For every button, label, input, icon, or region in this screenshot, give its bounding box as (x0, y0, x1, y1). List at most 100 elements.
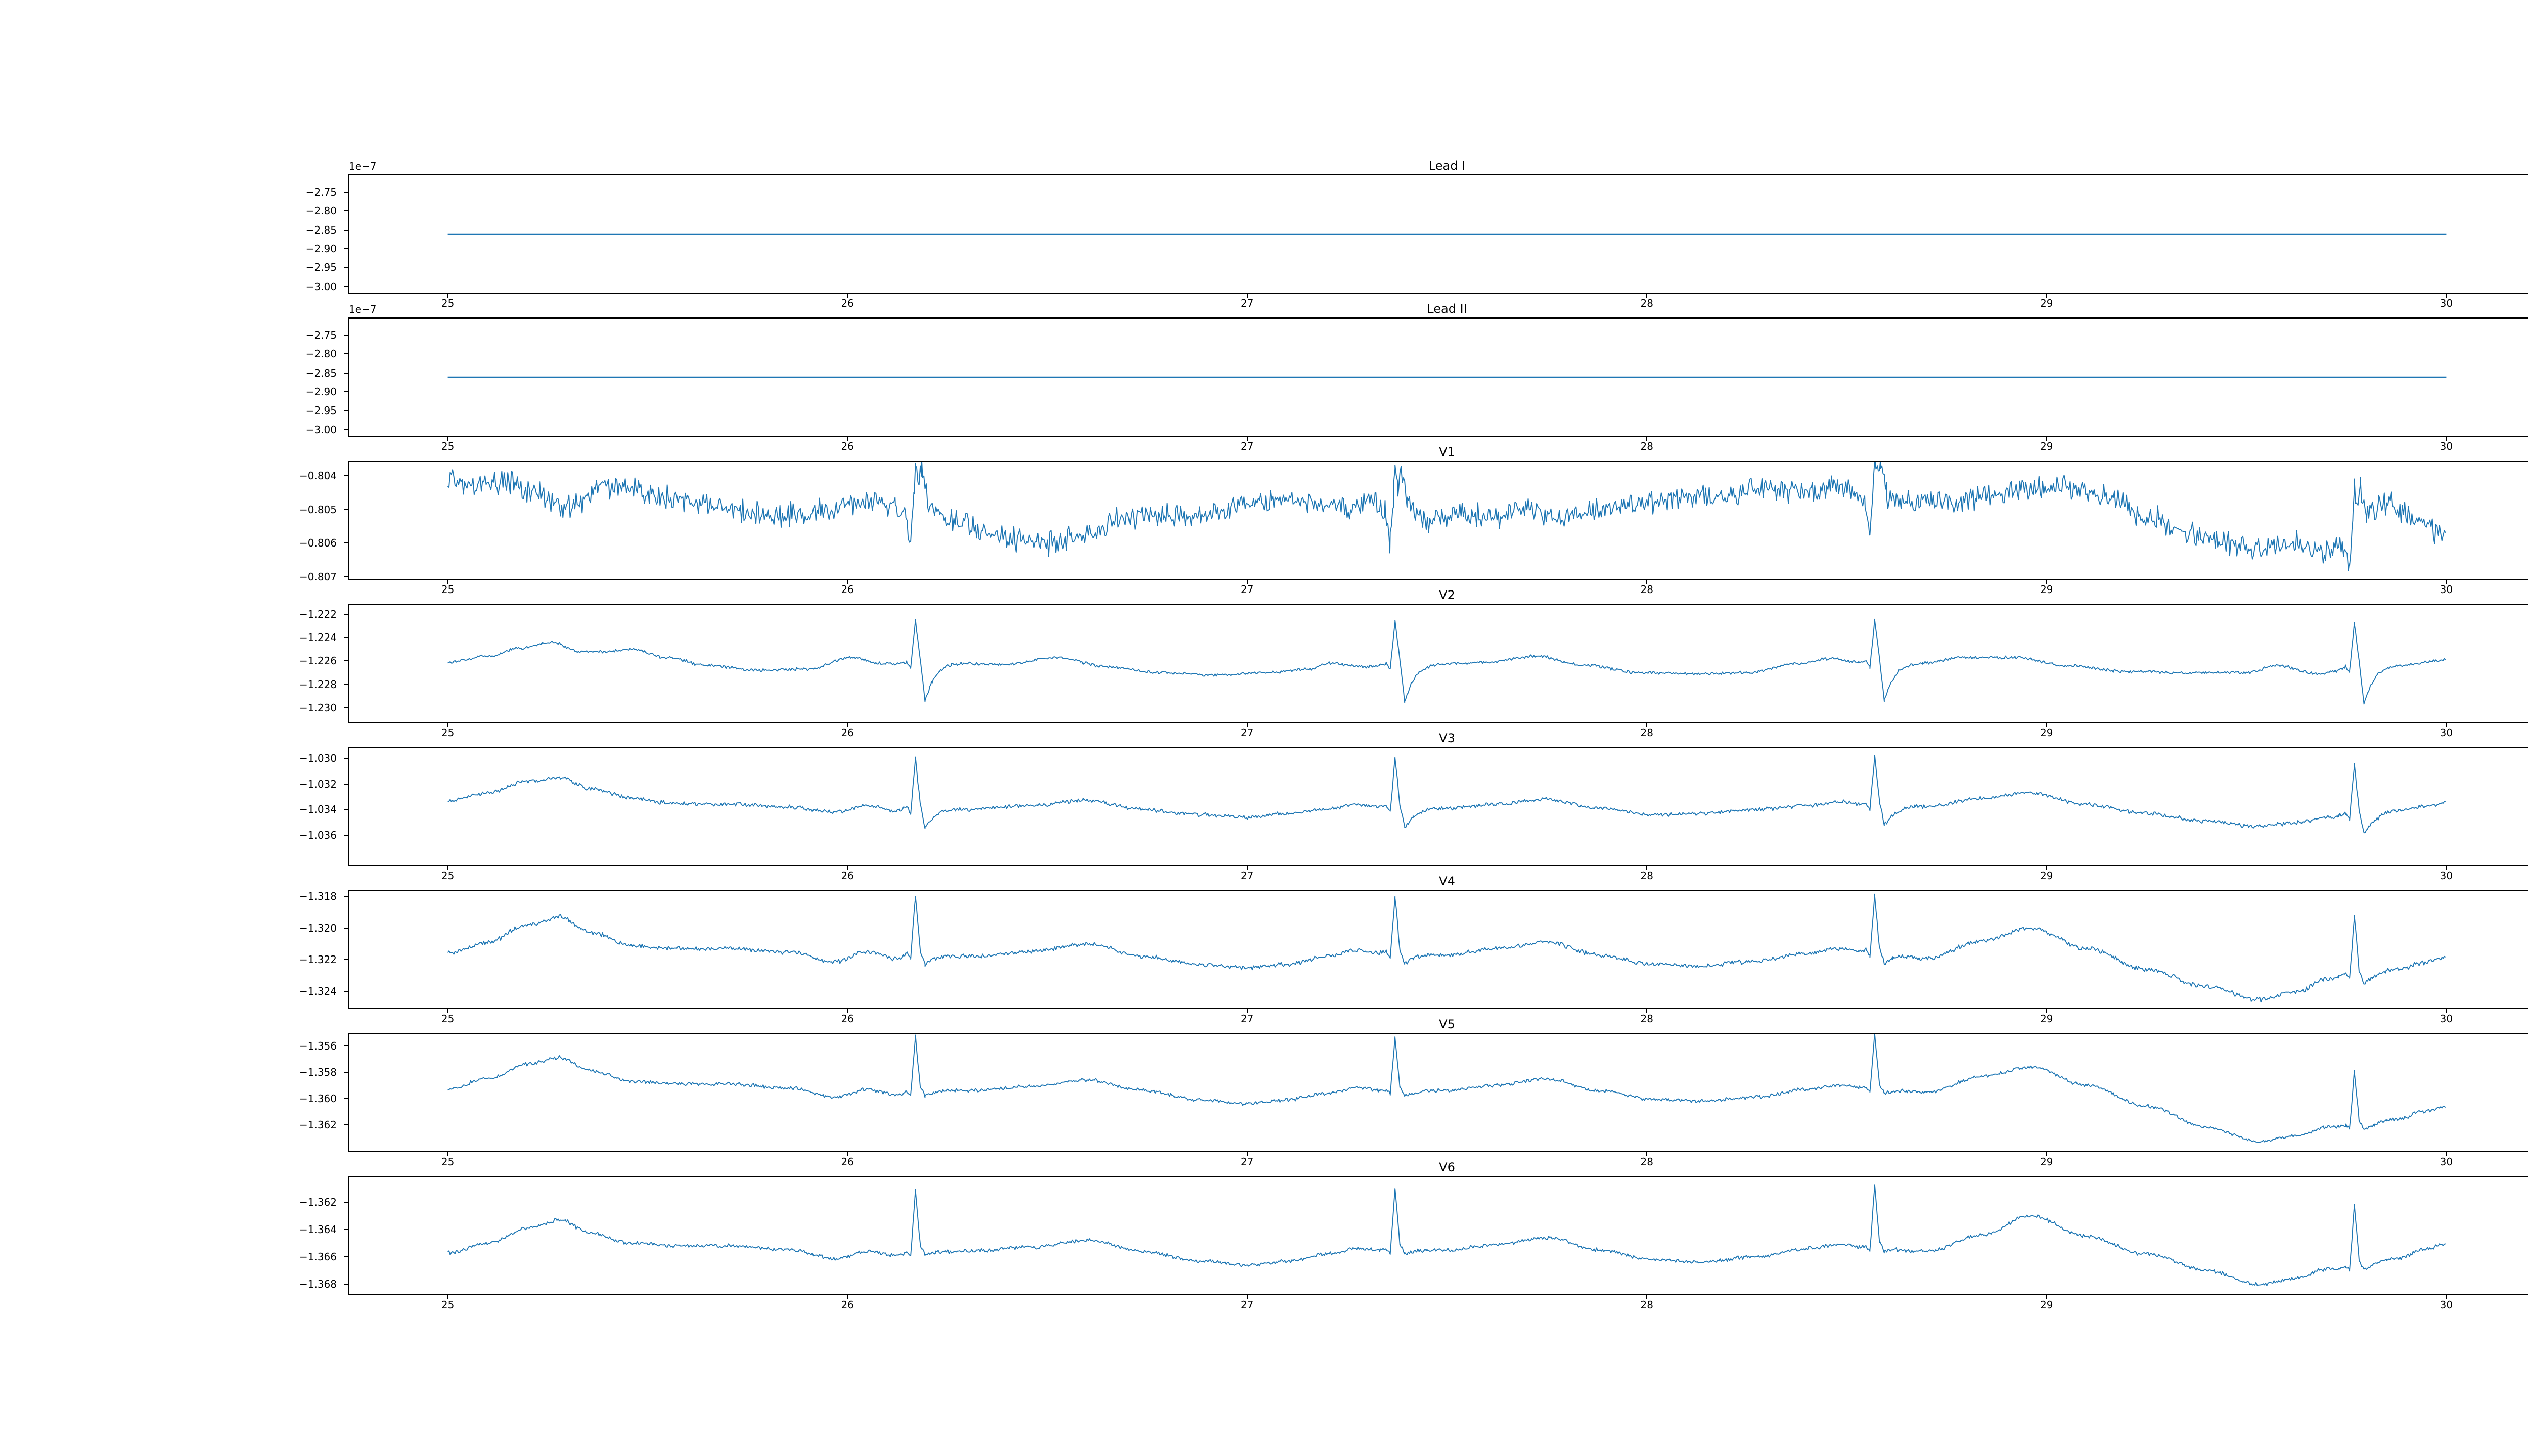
y-tick-label: −1.228 (299, 678, 337, 691)
x-tick-label: 26 (841, 726, 854, 739)
x-tick-mark (2446, 437, 2447, 441)
y-tick-label: −0.804 (299, 470, 337, 482)
x-tick-mark (847, 437, 848, 441)
x-tick-mark (1646, 723, 1648, 727)
axes-box (348, 747, 2528, 866)
x-tick-label: 26 (841, 1299, 854, 1311)
x-tick-mark (447, 1295, 448, 1299)
x-tick-label: 27 (1240, 297, 1254, 309)
y-tick-label: −1.224 (299, 631, 337, 644)
y-tick-mark (344, 707, 348, 708)
y-tick-label: −1.366 (299, 1251, 337, 1263)
y-tick-mark (344, 229, 348, 231)
x-tick-label: 28 (1640, 1299, 1653, 1311)
x-tick-label: 29 (2040, 1156, 2053, 1168)
x-tick-mark (447, 437, 448, 441)
y-tick-label: −1.320 (299, 922, 337, 934)
waveform-path (447, 1033, 2446, 1143)
y-tick-mark (344, 192, 348, 193)
x-tick-label: 25 (441, 583, 455, 596)
y-tick-mark (344, 576, 348, 577)
x-tick-label: 30 (2440, 870, 2453, 882)
x-tick-mark (847, 294, 848, 298)
y-tick-label: −1.318 (299, 890, 337, 902)
x-tick-label: 28 (1640, 1013, 1653, 1025)
y-tick-mark (344, 757, 348, 759)
x-tick-label: 29 (2040, 726, 2053, 739)
plot-area (447, 1033, 2446, 1143)
axes-box (348, 174, 2528, 294)
y-tick-mark (344, 1228, 348, 1230)
y-tick-mark (344, 895, 348, 897)
x-tick-label: 26 (841, 440, 854, 452)
x-tick-mark (2046, 1009, 2047, 1013)
y-tick-mark (344, 660, 348, 662)
y-tick-label: −1.362 (299, 1118, 337, 1131)
x-tick-mark (1646, 294, 1648, 298)
x-tick-label: 28 (1640, 440, 1653, 452)
y-tick-label: −2.85 (305, 223, 337, 236)
y-tick-mark (344, 1256, 348, 1258)
y-tick-label: −2.80 (305, 205, 337, 217)
x-tick-label: 25 (441, 440, 455, 452)
x-tick-label: 30 (2440, 1299, 2453, 1311)
x-tick-mark (2046, 866, 2047, 870)
x-tick-label: 27 (1240, 726, 1254, 739)
x-tick-mark (1646, 1295, 1648, 1299)
x-tick-label: 29 (2040, 870, 2053, 882)
x-tick-label: 26 (841, 870, 854, 882)
x-tick-label: 30 (2440, 583, 2453, 596)
x-tick-mark (1646, 1152, 1648, 1156)
x-tick-mark (447, 866, 448, 870)
x-tick-mark (1246, 580, 1248, 584)
y-tick-label: −1.036 (299, 829, 337, 842)
x-tick-label: 25 (441, 726, 455, 739)
x-tick-label: 28 (1640, 583, 1653, 596)
y-axis-offset-label: 1e−7 (349, 303, 377, 315)
y-tick-mark (344, 835, 348, 836)
y-tick-label: −1.222 (299, 608, 337, 620)
x-tick-mark (447, 723, 448, 727)
axes-box (348, 604, 2528, 723)
x-tick-label: 26 (841, 1013, 854, 1025)
y-tick-label: −2.95 (305, 404, 337, 417)
subplot-title: Lead II (1427, 302, 1467, 316)
x-tick-mark (1646, 580, 1648, 584)
x-tick-mark (847, 1152, 848, 1156)
x-tick-label: 30 (2440, 726, 2453, 739)
x-tick-mark (1246, 437, 1248, 441)
plot-area (447, 376, 2447, 378)
y-tick-mark (344, 783, 348, 785)
x-tick-label: 30 (2440, 440, 2453, 452)
y-tick-label: −3.00 (305, 423, 337, 436)
x-tick-mark (2446, 723, 2447, 727)
x-tick-label: 30 (2440, 1156, 2453, 1168)
y-tick-mark (344, 1284, 348, 1285)
y-tick-label: −1.226 (299, 655, 337, 667)
y-tick-mark (344, 542, 348, 544)
x-tick-mark (2446, 294, 2447, 298)
x-tick-label: 30 (2440, 1013, 2453, 1025)
x-tick-mark (847, 723, 848, 727)
x-tick-label: 29 (2040, 1299, 2053, 1311)
y-tick-mark (344, 809, 348, 810)
x-tick-mark (1646, 866, 1648, 870)
x-tick-mark (1646, 1009, 1648, 1013)
y-tick-label: −0.805 (299, 503, 337, 516)
waveform-path (447, 618, 2446, 705)
subplot-title: V4 (1439, 874, 1455, 888)
x-tick-label: 29 (2040, 1013, 2053, 1025)
y-tick-label: −2.95 (305, 261, 337, 274)
x-tick-label: 29 (2040, 583, 2053, 596)
y-tick-label: −1.032 (299, 778, 337, 790)
plot-area (447, 233, 2447, 235)
axes-box (348, 461, 2528, 580)
x-tick-mark (847, 1009, 848, 1013)
x-tick-label: 26 (841, 297, 854, 309)
plot-area (447, 1184, 2446, 1286)
y-tick-mark (344, 267, 348, 268)
plot-area (447, 461, 2446, 571)
y-tick-label: −1.034 (299, 803, 337, 816)
y-tick-mark (344, 509, 348, 510)
x-tick-mark (2046, 580, 2047, 584)
